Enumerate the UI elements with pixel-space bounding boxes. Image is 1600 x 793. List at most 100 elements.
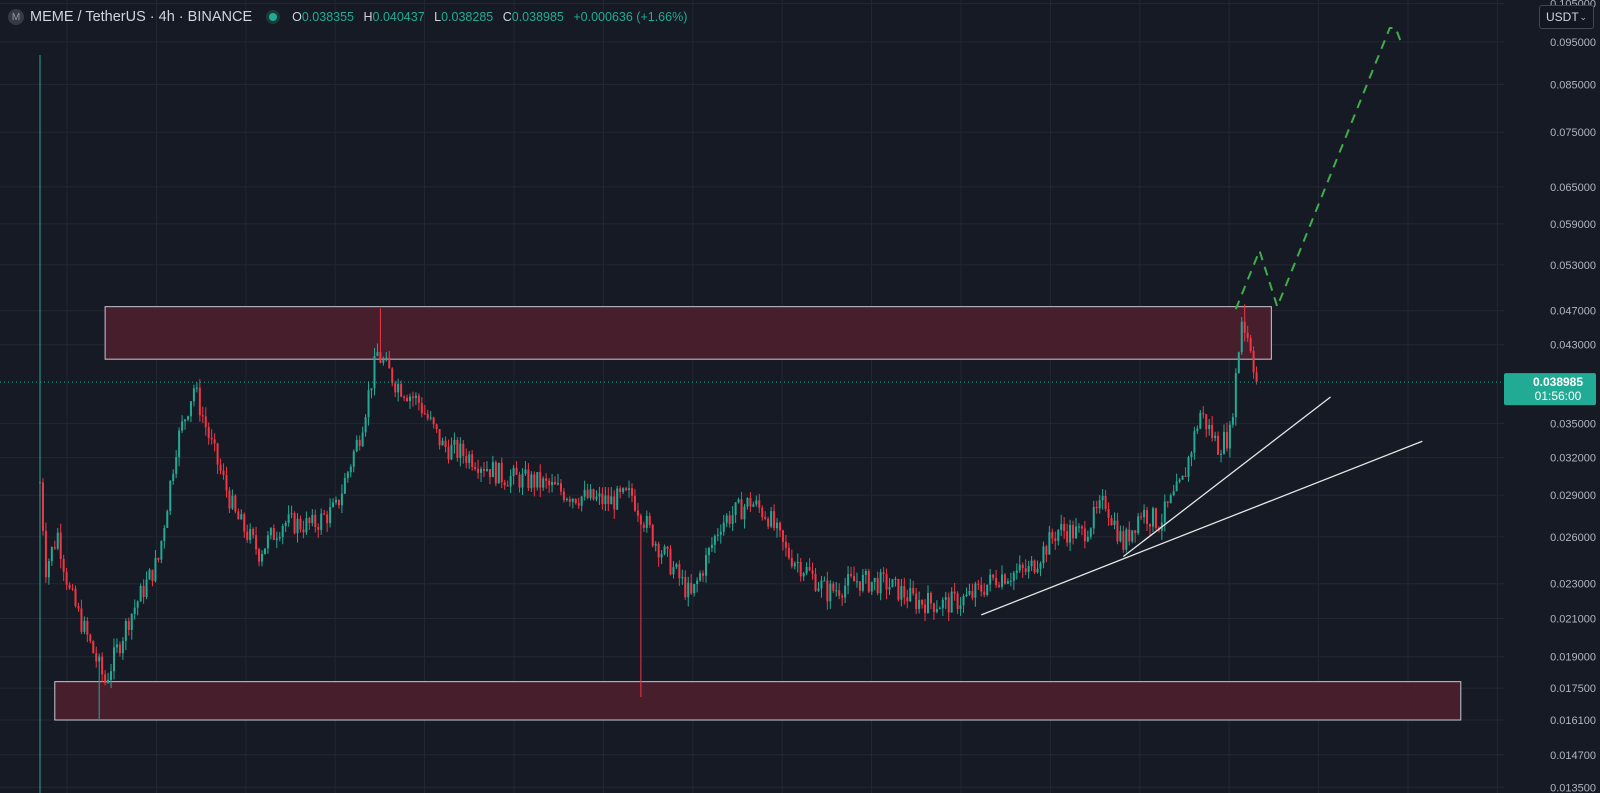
candle-body [781,530,784,542]
candle-body [189,401,192,417]
candle-body [518,474,521,488]
candle-body [494,462,497,484]
candle-body [734,502,737,515]
symbol-title[interactable]: MEME / TetherUS · 4h · BINANCE [30,9,253,25]
candle-body [891,579,894,588]
candle-body [255,535,258,550]
candle-body [447,447,450,460]
candle-body [343,478,346,494]
candle-body [1131,530,1134,542]
candle-body [423,413,426,415]
candle-body [986,584,989,595]
candlestick-series [39,55,1258,793]
candle-body [557,483,559,485]
candle-body [337,499,340,506]
candle-body [687,582,690,598]
candle-body [716,534,719,536]
candle-body [1199,412,1202,429]
candle-body [450,444,453,460]
candle-body [358,440,361,447]
candle-body [86,620,89,635]
price-zones[interactable] [54,306,1462,721]
candle-body [565,498,568,501]
candle-body [1220,453,1223,455]
candle-body [275,538,278,540]
candle-body [921,599,924,605]
candle-body [1196,428,1199,432]
candle-body [885,574,888,590]
candle-body [1063,523,1066,532]
trendline[interactable] [1122,396,1331,558]
currency-select-button[interactable]: USDT ⌄ [1539,5,1594,29]
candle-body [559,483,562,492]
projection-path[interactable] [1234,27,1403,310]
candle-body [672,567,675,575]
candle-body [477,468,480,473]
candle-body [113,647,115,672]
candle-body [403,396,406,398]
last-price-label: 0.038985 [1533,375,1583,389]
candle-body [713,535,716,545]
candle-body [1092,506,1095,529]
candle-body [332,502,335,507]
candle-body [166,511,169,528]
price-axis[interactable]: 0.1050000.0950000.0850000.0750000.065000… [1504,0,1600,793]
candle-body [266,535,269,549]
candle-body [941,599,944,609]
candle-body [92,641,95,654]
candle-body [101,656,104,675]
candle-body [509,476,512,487]
candle-body [1240,321,1243,353]
candle-body [1137,516,1140,534]
price-tick-label: 0.026000 [1550,532,1596,544]
candle-body [110,671,113,680]
candle-body [977,583,980,585]
candle-body [62,558,65,572]
candle-body [376,352,379,356]
candle-body [580,496,583,506]
zone-resistance[interactable] [104,306,1272,360]
candle-body [610,496,613,505]
candle-body [349,466,352,473]
candle-body [1072,524,1075,539]
candle-body [1003,574,1006,584]
candle-body [1175,481,1178,492]
candle-body [462,443,465,457]
candle-body [906,597,909,602]
candle-body [385,357,388,361]
candle-body [666,546,669,549]
price-tick-label: 0.047000 [1550,306,1596,318]
candle-body [956,593,959,610]
candle-body [811,570,814,574]
candle-body [503,482,506,486]
drawings-layer[interactable] [0,27,1504,616]
candle-body [770,511,773,527]
candle-body [648,515,651,525]
candle-body [296,518,299,534]
candle-body [346,472,349,479]
candle-body [500,462,503,483]
candle-body [554,481,557,485]
trendline[interactable] [981,555,1130,616]
zone-support[interactable] [54,681,1462,721]
candle-body [145,579,148,598]
candle-body [702,573,705,576]
trendline[interactable] [1129,440,1423,558]
candle-body [391,368,394,384]
candle-body [761,507,764,518]
candle-body [1048,532,1051,555]
candle-body [767,518,770,527]
candle-body [406,397,409,402]
price-tick-label: 0.013500 [1550,782,1596,793]
candle-body [216,443,219,465]
candle-body [474,467,477,469]
candle-body [1086,536,1089,542]
candle-body [699,573,702,581]
candle-body [571,498,574,502]
candle-body [633,495,636,511]
candle-body [847,574,850,586]
candle-body [1143,510,1146,518]
candle-body [586,489,589,498]
candle-body [631,488,633,496]
